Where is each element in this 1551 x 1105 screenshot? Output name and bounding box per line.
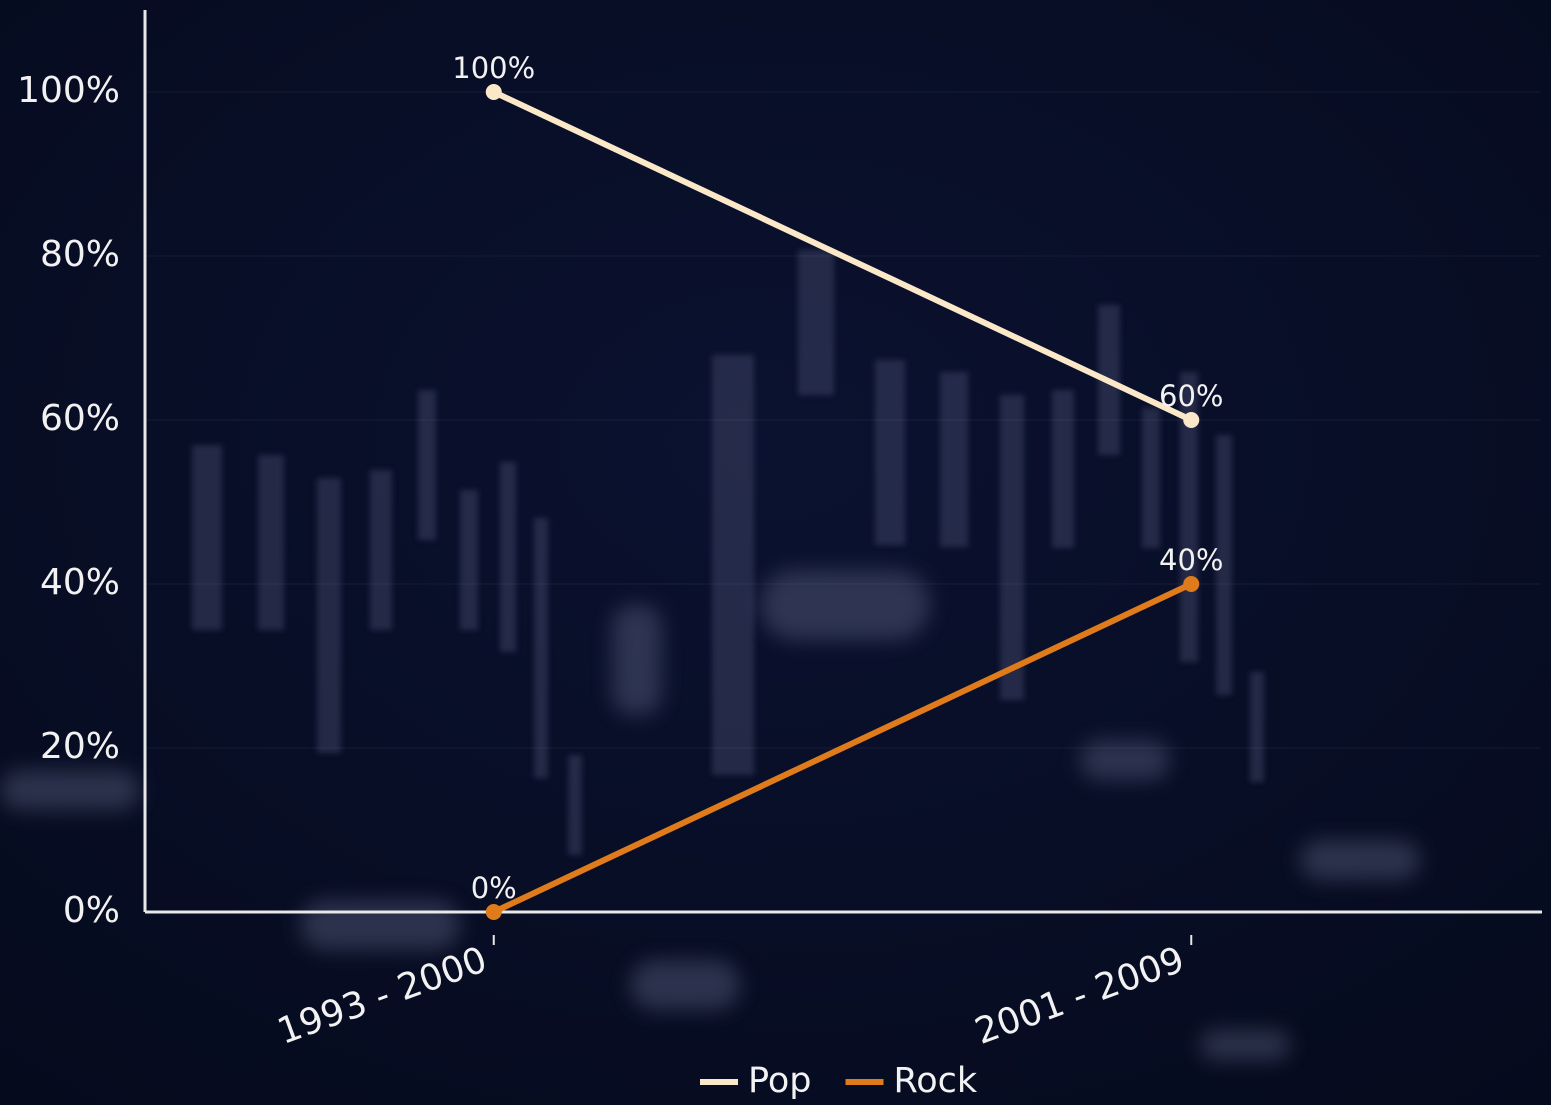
- data-label: 100%: [452, 51, 535, 85]
- background-decoration: [0, 570, 1420, 1060]
- data-label: 0%: [471, 871, 517, 905]
- data-point: [485, 84, 502, 100]
- legend-label: Pop: [748, 1061, 812, 1101]
- series-line: [492, 581, 1193, 915]
- y-tick-label: 80%: [40, 234, 120, 275]
- data-point: [1183, 412, 1200, 428]
- y-tick-label: 40%: [40, 562, 120, 603]
- data-point: [485, 904, 502, 920]
- y-tick-label: 20%: [40, 726, 120, 767]
- data-label: 60%: [1159, 379, 1223, 413]
- background-decoration: [192, 250, 1264, 855]
- y-tick-label: 60%: [40, 398, 120, 439]
- series-line: [492, 89, 1193, 423]
- y-tick-label: 100%: [17, 70, 120, 111]
- y-tick-label: 0%: [63, 890, 120, 931]
- legend-label: Rock: [894, 1061, 978, 1101]
- data-label: 40%: [1159, 543, 1223, 577]
- data-point: [1183, 576, 1200, 592]
